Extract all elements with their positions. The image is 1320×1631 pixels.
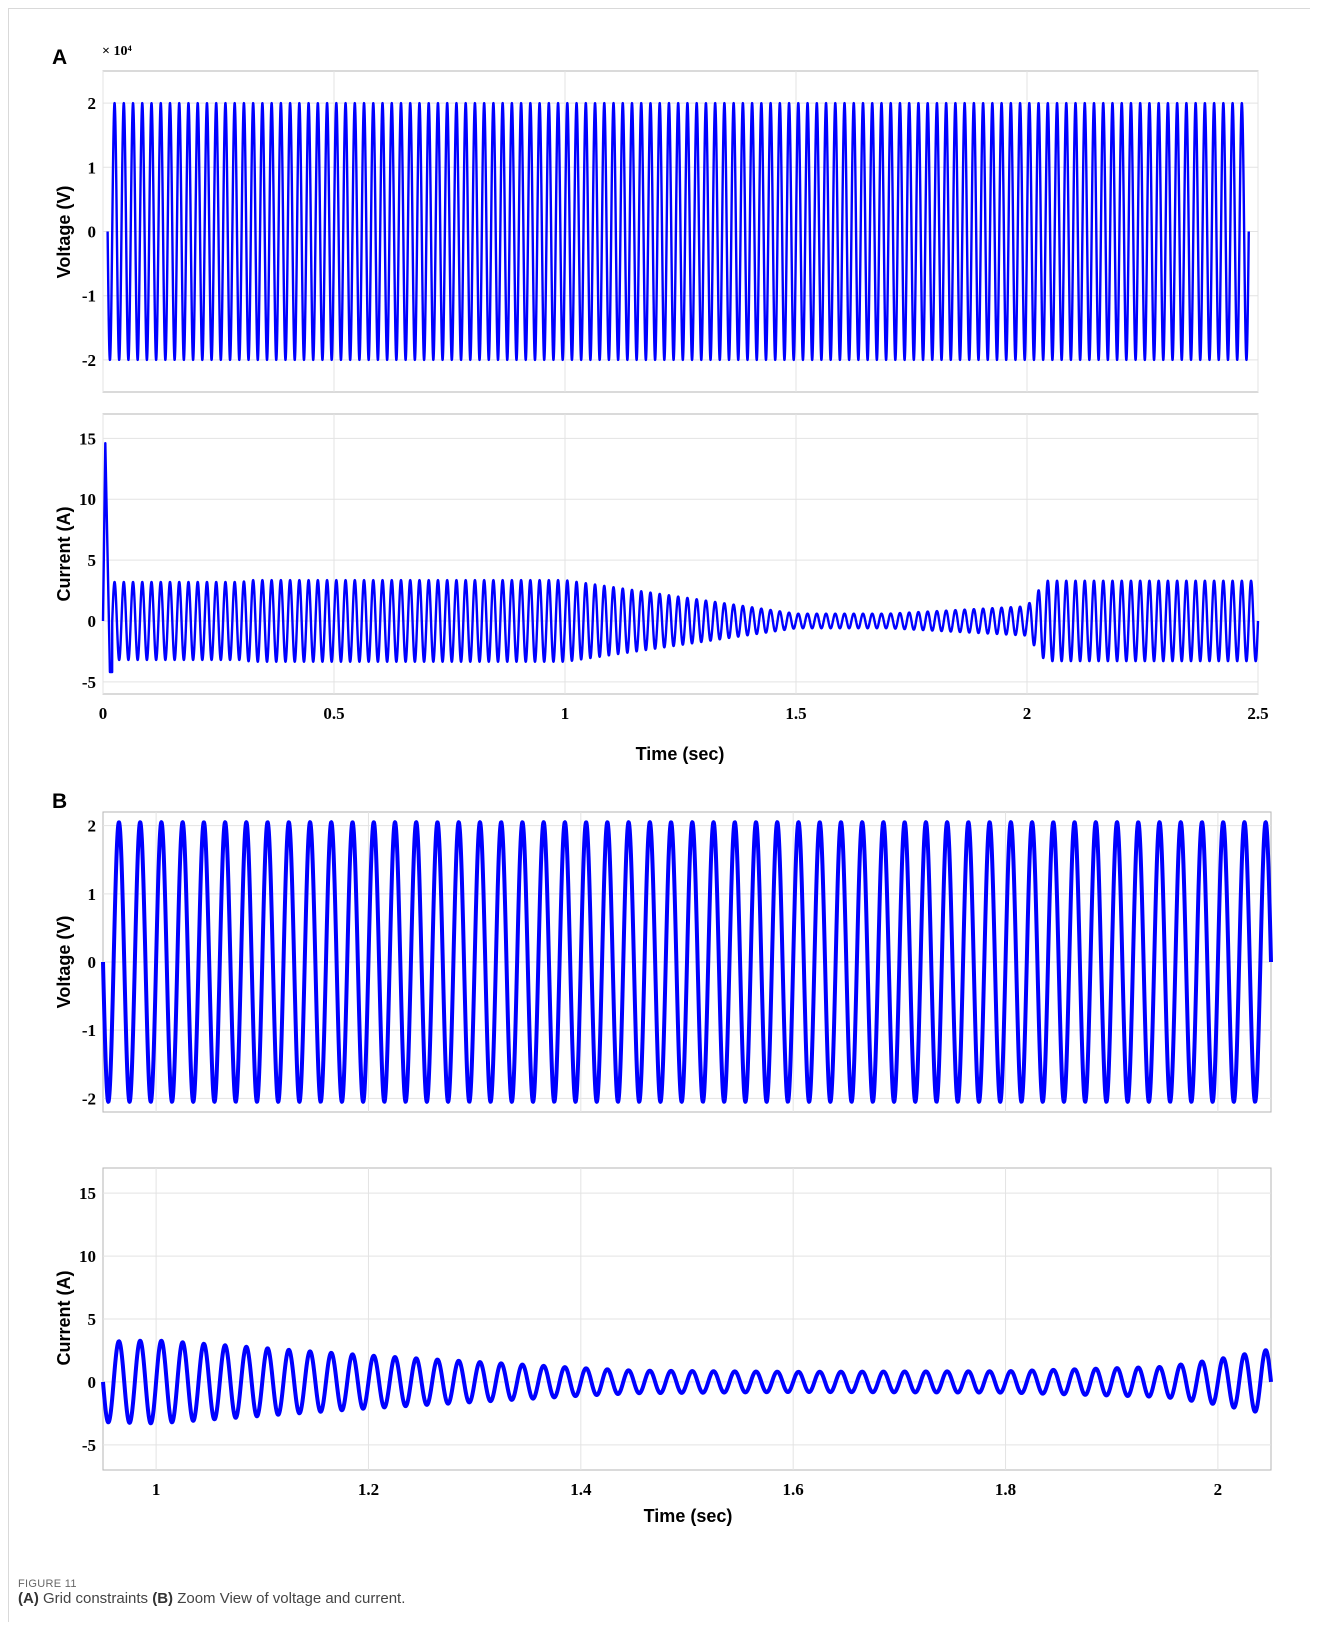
- panel-letter-a: A: [52, 46, 67, 69]
- series-line: [106, 101, 1250, 362]
- x-tick-label: 1.8: [995, 1480, 1016, 1499]
- y-axis-label: Current (A): [54, 1271, 74, 1366]
- x-axis-label: Time (sec): [636, 744, 725, 764]
- y-tick-label: 0: [88, 223, 97, 242]
- y-tick-label: -5: [82, 673, 96, 692]
- y-tick-label: 1: [88, 885, 97, 904]
- x-tick-label: 2.5: [1247, 704, 1268, 723]
- plot-3: 2 1 0 -1 -2 Voltage (V): [54, 811, 1273, 1113]
- y-tick-label: -2: [82, 351, 96, 370]
- y-axis-label: Voltage (V): [54, 186, 74, 279]
- figure-label: FIGURE 11: [18, 1578, 77, 1590]
- y-tick-label: -1: [82, 287, 96, 306]
- y-tick-label: 0: [88, 1373, 97, 1392]
- y-tick-label: 2: [88, 94, 97, 113]
- y-multiplier-text: × 10⁴: [102, 44, 132, 59]
- x-tick-label: 2: [1023, 704, 1032, 723]
- y-tick-label: -2: [82, 1089, 96, 1108]
- y-tick-label: -5: [82, 1436, 96, 1455]
- caption-text: (A) Grid constraints (B) Zoom View of vo…: [18, 1590, 405, 1607]
- caption-b-label: (B): [152, 1590, 174, 1607]
- y-tick-label: 2: [88, 817, 97, 836]
- x-tick-label: 1.6: [783, 1480, 804, 1499]
- x-tick-label: 0.5: [323, 704, 344, 723]
- caption-a-text: Grid constraints: [38, 1590, 153, 1607]
- y-tick-label: 5: [88, 551, 97, 570]
- y-tick-label: 0: [88, 612, 97, 631]
- y-tick-label: 1: [88, 158, 97, 177]
- caption-a-label: (A): [18, 1590, 39, 1607]
- y-tick-label: 15: [79, 429, 96, 448]
- figure-caption: FIGURE 11 (A) Grid constraints (B) Zoom …: [18, 1578, 405, 1607]
- x-tick-label: 2: [1214, 1480, 1223, 1499]
- plot-4: 15 10 5 0 -5 1 1.2 1.4 1.6 1.8 2 Current (A) Time (s…: [54, 1167, 1273, 1526]
- series-line: [101, 820, 1273, 1104]
- y-tick-label: 5: [88, 1310, 97, 1329]
- y-tick-label: 10: [79, 490, 96, 509]
- x-tick-label: 1.2: [358, 1480, 379, 1499]
- x-tick-label: 1: [561, 704, 570, 723]
- x-tick-label: 0: [99, 704, 108, 723]
- x-tick-label: 1.4: [570, 1480, 592, 1499]
- y-tick-label: -1: [82, 1021, 96, 1040]
- y-tick-label: 10: [79, 1247, 96, 1266]
- y-tick-label: 0: [88, 953, 97, 972]
- figure-frame: [8, 8, 1310, 1622]
- plot-1: 2 1 0 -1 -2 Voltage (V): [54, 70, 1259, 393]
- x-tick-label: 1: [152, 1480, 161, 1499]
- x-tick-label: 1.5: [785, 704, 806, 723]
- series-line: [101, 1338, 1273, 1426]
- y-axis-label: Voltage (V): [54, 916, 74, 1009]
- y-tick-label: 15: [79, 1184, 96, 1203]
- y-multiplier: × 10⁴: [102, 44, 132, 59]
- y-axis-label: Current (A): [54, 507, 74, 602]
- series-line: [101, 442, 1260, 674]
- caption-b-text: Zoom View of voltage and current.: [173, 1590, 406, 1607]
- panel-letter-b: B: [52, 790, 67, 813]
- x-axis-label: Time (sec): [644, 1506, 733, 1526]
